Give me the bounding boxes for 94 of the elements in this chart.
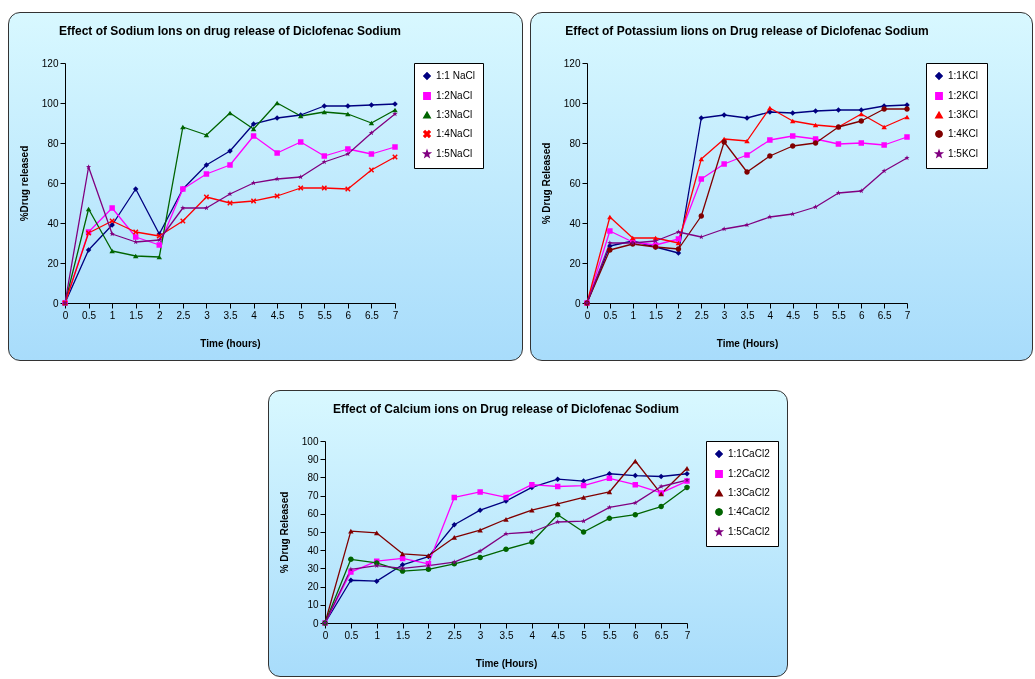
y-tick-label: 20 [569, 257, 581, 269]
x-tick-label: 4.5 [786, 309, 801, 321]
y-tick-label: 40 [569, 217, 581, 229]
y-axis-title: % Drug Released [540, 142, 552, 225]
x-tick-label: 6 [345, 309, 352, 321]
x-tick-label: 3.5 [223, 309, 238, 321]
x-tick-label: 6.5 [654, 629, 670, 641]
y-tick-label: 80 [47, 137, 59, 149]
legend-label: 1:2KCl [948, 90, 979, 101]
x-tick-label: 0 [584, 309, 591, 321]
x-axis-title: Time (Hours) [716, 337, 779, 349]
x-tick-label: 4.5 [270, 309, 286, 321]
y-tick-label: 0 [574, 297, 581, 309]
x-tick-label: 2 [157, 309, 163, 321]
x-tick-label: 3 [204, 309, 211, 321]
legend-label: 1:1KCl [948, 70, 979, 81]
x-tick-label: 1 [374, 629, 381, 641]
y-tick-label: 20 [307, 581, 319, 593]
legend-label: 1:5CaCl2 [728, 526, 771, 537]
x-tick-label: 6.5 [364, 309, 380, 321]
chart-title: Effect of Potassium Iions on Drug release of Diclofenac Sodium [565, 24, 929, 38]
x-tick-label: 2 [426, 629, 433, 641]
x-tick-label: 0.5 [603, 309, 618, 321]
x-tick-label: 1.5 [129, 309, 144, 321]
y-tick-label: 60 [47, 177, 59, 189]
y-tick-label: 40 [307, 544, 319, 556]
x-tick-label: 5 [581, 629, 588, 641]
x-tick-label: 4 [529, 629, 536, 641]
x-tick-label: 1.5 [649, 309, 664, 321]
legend-label: 1:5NaCl [436, 148, 473, 159]
y-tick-label: 0 [52, 297, 59, 309]
x-tick-label: 2.5 [447, 629, 463, 641]
x-tick-label: 7 [904, 309, 911, 321]
y-tick-label: 20 [47, 257, 59, 269]
x-tick-label: 0 [322, 629, 329, 641]
y-tick-label: 100 [563, 97, 581, 109]
y-tick-label: 120 [563, 57, 581, 69]
x-tick-label: 0.5 [344, 629, 359, 641]
x-axis-title: Time (Hours) [475, 657, 538, 669]
x-tick-label: 2.5 [176, 309, 191, 321]
x-tick-label: 3.5 [499, 629, 514, 641]
y-tick-label: 50 [307, 526, 319, 538]
y-axis-title: %Drug released [18, 145, 30, 222]
legend-label: 1:1 NaCl [436, 70, 475, 81]
chart-title: Effect of Sodium Ions on drug release of Diclofenac Sodium [58, 24, 402, 38]
legend-label: 1:4KCl [948, 128, 979, 139]
legend-label: 1:5KCl [948, 148, 979, 159]
x-tick-label: 6.5 [877, 309, 893, 321]
x-tick-label: 6 [859, 309, 865, 321]
y-tick-label: 80 [307, 471, 319, 483]
y-tick-label: 0 [312, 617, 319, 629]
y-tick-label: 100 [41, 97, 59, 109]
x-tick-label: 1 [630, 309, 637, 321]
x-tick-label: 1 [109, 309, 116, 321]
legend-label: 1:2NaCl [436, 90, 473, 101]
x-tick-label: 5.5 [602, 629, 618, 641]
x-axis-title: Time (hours) [200, 337, 261, 349]
y-tick-label: 60 [307, 508, 319, 520]
y-axis-title: % Drug Released [278, 491, 290, 574]
legend-label: 1:4NaCl [436, 128, 473, 139]
x-tick-label: 7 [684, 629, 691, 641]
y-tick-label: 30 [307, 562, 319, 574]
x-tick-label: 0.5 [82, 309, 97, 321]
y-tick-label: 70 [307, 490, 319, 502]
chart-title: Effect of Calcium ions on Drug release of Diclofenac Sodium [332, 402, 680, 416]
legend-label: 1:2CaCl2 [728, 468, 771, 479]
x-tick-label: 4 [251, 309, 258, 321]
x-tick-label: 3 [477, 629, 484, 641]
x-tick-label: 5.5 [831, 309, 847, 321]
y-tick-label: 90 [307, 453, 319, 465]
x-tick-label: 6 [633, 629, 639, 641]
x-tick-label: 5.5 [317, 309, 333, 321]
x-tick-label: 5 [298, 309, 305, 321]
x-tick-label: 0 [62, 309, 69, 321]
y-tick-label: 60 [569, 177, 581, 189]
x-tick-label: 3.5 [740, 309, 755, 321]
x-tick-label: 1.5 [396, 629, 411, 641]
legend-label: 1:3KCl [948, 109, 979, 120]
x-tick-label: 4 [767, 309, 774, 321]
x-tick-label: 5 [813, 309, 820, 321]
y-tick-label: 10 [307, 599, 319, 611]
x-tick-label: 2.5 [694, 309, 710, 321]
y-tick-label: 100 [301, 435, 319, 447]
legend-label: 1:3CaCl2 [728, 487, 771, 498]
x-tick-label: 2 [676, 309, 683, 321]
y-tick-label: 120 [41, 57, 59, 69]
legend-label: 1:4CaCl2 [728, 506, 771, 517]
x-tick-label: 7 [392, 309, 399, 321]
legend-label: 1:1CaCl2 [728, 448, 771, 459]
y-tick-label: 80 [569, 137, 581, 149]
legend-label: 1:3NaCl [436, 109, 473, 120]
y-tick-label: 40 [47, 217, 59, 229]
x-tick-label: 3 [721, 309, 728, 321]
x-tick-label: 4.5 [551, 629, 566, 641]
